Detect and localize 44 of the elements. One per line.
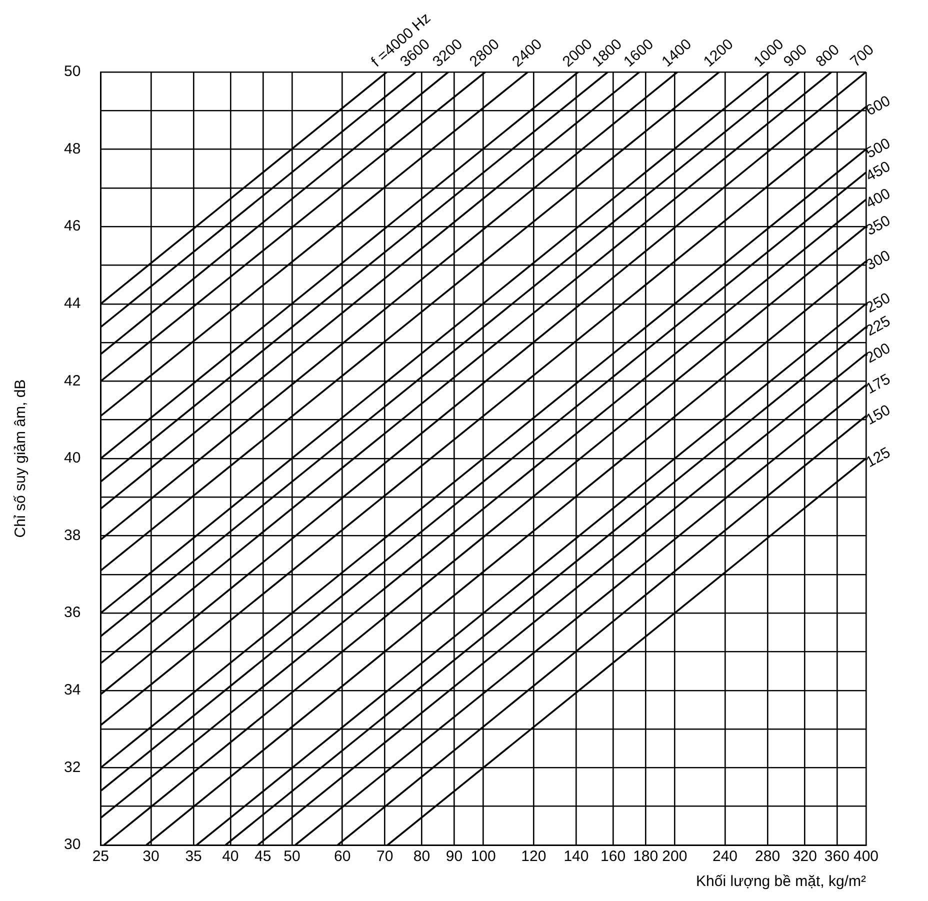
- x-tick-label: 120: [521, 848, 546, 866]
- y-tick-label: 30: [64, 836, 81, 854]
- x-tick-label: 25: [92, 848, 110, 866]
- x-tick-label: 160: [600, 848, 626, 866]
- text: 300: [863, 247, 894, 274]
- x-axis-title: Khối lượng bề mặt, kg/m²: [696, 873, 866, 890]
- text: 150: [863, 402, 894, 429]
- x-tick-label: 360: [824, 848, 850, 866]
- x-tick-label: 30: [142, 848, 160, 866]
- x-tick-label: 40: [222, 848, 239, 866]
- y-tick-label: 38: [64, 526, 81, 544]
- y-tick-label: 40: [64, 450, 81, 467]
- x-tick-label: 320: [792, 848, 817, 866]
- x-tick-label: 90: [446, 848, 463, 866]
- y-tick-label: 48: [64, 140, 81, 158]
- x-tick-label: 240: [712, 848, 738, 866]
- x-tick-label: 45: [254, 848, 272, 866]
- x-tick-label: 180: [633, 848, 658, 866]
- y-tick-label: 46: [64, 218, 81, 235]
- x-tick-label: 200: [662, 848, 688, 866]
- x-tick-label: 35: [185, 848, 202, 866]
- text: 200: [863, 340, 894, 367]
- x-tick-label: 50: [284, 848, 300, 866]
- text: 125: [863, 444, 894, 472]
- x-tick-label: 400: [853, 848, 879, 866]
- x-tick-label: 280: [755, 848, 780, 866]
- y-axis-title: Chỉ số suy giảm âm, dB: [12, 379, 30, 538]
- text: 350: [863, 212, 894, 240]
- x-tick-label: 100: [470, 848, 496, 866]
- y-tick-label: 36: [64, 604, 81, 622]
- y-tick-label: 42: [64, 372, 81, 390]
- y-tick-label: 50: [64, 63, 81, 80]
- x-tick-label: 60: [334, 848, 351, 866]
- text: 400: [863, 185, 894, 212]
- y-tick-label: 34: [64, 682, 81, 699]
- x-tick-label: 70: [376, 848, 394, 866]
- y-tick-label: 32: [64, 758, 81, 776]
- y-tick-label: 44: [64, 295, 81, 312]
- x-tick-label: 80: [413, 848, 430, 866]
- text: 700: [847, 41, 878, 70]
- text: 175: [863, 370, 894, 398]
- text: 600: [863, 92, 894, 120]
- text: 800: [812, 41, 843, 70]
- x-tick-label: 140: [564, 848, 589, 866]
